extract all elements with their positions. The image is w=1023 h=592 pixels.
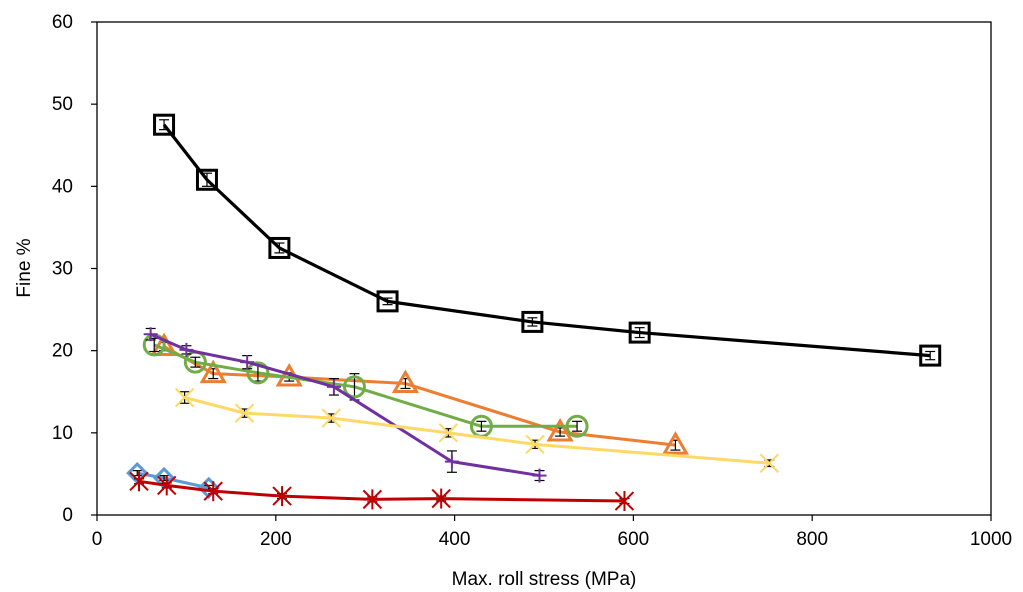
series-x: [174, 387, 779, 473]
y-tick-label: 60: [52, 12, 73, 33]
x-stroke-b: [525, 434, 545, 455]
error-bar: [190, 356, 201, 368]
y-tick-label: 30: [52, 259, 73, 280]
data-point-triangle: [150, 332, 178, 357]
error-bar: [382, 297, 393, 306]
data-point-x: [759, 453, 779, 473]
data-point-square: [153, 113, 176, 136]
data-point-asterisk: [614, 491, 635, 512]
error-bar: [527, 317, 538, 327]
data-point-x: [234, 403, 255, 423]
y-tick-label: 40: [52, 176, 73, 197]
error-bar: [634, 327, 645, 339]
data-point-asterisk: [272, 486, 292, 507]
data-point-x: [525, 434, 545, 455]
data-point-triangle: [546, 418, 574, 442]
error-bar: [274, 242, 285, 254]
y-tick-label: 20: [52, 341, 73, 362]
data-point-plus: [532, 468, 547, 483]
data-point-square: [919, 344, 942, 367]
y-axis-title: Fine %: [14, 238, 35, 297]
data-point-plus: [179, 342, 194, 357]
axis-ticks: 0 200 400 600 800 1000 0 10 20 30 40 50 60: [52, 12, 1012, 550]
x-axis-title: Max. roll stress (MPa): [452, 569, 637, 590]
data-point-x: [438, 423, 459, 443]
error-bar: [572, 420, 583, 432]
x-tick-label: 200: [260, 529, 292, 550]
x-tick-label: 1000: [970, 529, 1012, 550]
data-point-x: [321, 408, 341, 428]
data-point-plus: [326, 379, 341, 394]
y-tick-label: 50: [52, 94, 73, 115]
data-point-asterisk: [431, 488, 451, 509]
series-line: [150, 332, 540, 478]
series-layer: [126, 113, 942, 512]
data-point-asterisk: [157, 475, 177, 496]
series-plus: [143, 327, 547, 483]
data-point-triangle: [391, 369, 420, 394]
x-stroke-b: [321, 408, 341, 428]
x-stroke-b: [438, 423, 459, 443]
data-point-square: [195, 168, 218, 191]
data-point-asterisk: [362, 489, 383, 510]
x-tick-label: 800: [796, 529, 828, 550]
data-point-triangle: [199, 359, 227, 384]
x-tick-label: 0: [92, 529, 103, 550]
x-stroke-b: [759, 453, 779, 473]
x-stroke-b: [174, 387, 195, 408]
data-point-asterisk: [129, 471, 149, 492]
data-point-plus: [444, 454, 459, 469]
data-point-circle: [246, 361, 270, 385]
x-tick-label: 400: [439, 529, 471, 550]
data-point-square: [628, 321, 651, 344]
data-point-circle: [565, 414, 589, 438]
data-point-plus: [143, 327, 158, 342]
data-point-square: [376, 290, 399, 313]
data-point-circle: [342, 375, 366, 399]
data-point-asterisk: [203, 481, 223, 502]
series-asterisk: [129, 471, 635, 512]
data-point-triangle: [661, 431, 690, 455]
y-tick-label: 0: [62, 505, 73, 526]
series-line: [184, 396, 770, 465]
data-point-x: [174, 387, 195, 408]
error-bar: [159, 119, 170, 131]
y-tick-label: 10: [52, 423, 73, 444]
x-tick-label: 600: [618, 529, 650, 550]
data-point-square: [268, 236, 291, 259]
data-point-square: [521, 310, 544, 333]
error-bar: [201, 172, 212, 187]
error-bar: [476, 420, 487, 432]
series-square: [153, 113, 942, 367]
data-point-plus: [240, 355, 255, 370]
x-stroke-b: [234, 403, 255, 423]
error-bar: [925, 350, 936, 361]
plot-area: [96, 21, 992, 516]
